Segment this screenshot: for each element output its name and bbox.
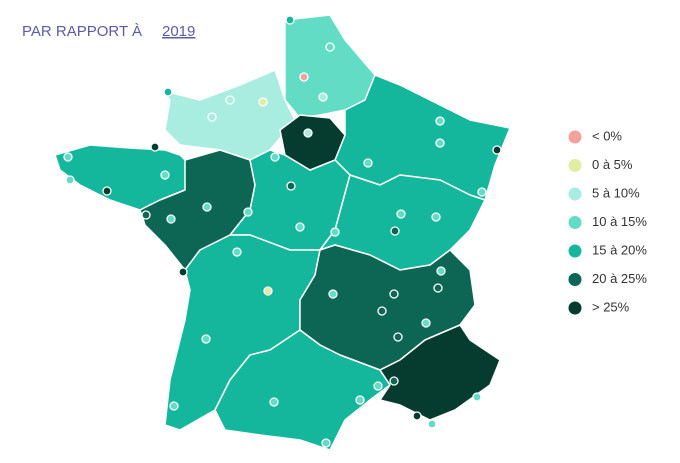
city-dot	[355, 395, 365, 405]
city-dot	[163, 87, 173, 97]
city-dot	[269, 397, 279, 407]
city-dot	[318, 92, 328, 102]
legend-swatch	[568, 273, 582, 286]
city-dot	[202, 202, 212, 212]
legend-swatch	[568, 159, 582, 172]
city-dot	[201, 334, 211, 344]
legend-label: 20 à 25%	[592, 271, 647, 286]
city-dot	[330, 227, 340, 237]
city-dot	[436, 266, 446, 276]
city-dot	[207, 112, 217, 122]
city-dot	[325, 42, 335, 52]
city-dot	[393, 332, 403, 342]
city-dot	[178, 267, 188, 277]
legend-swatch	[568, 301, 582, 315]
city-dot	[431, 212, 441, 222]
title: PAR RAPPORT À	[22, 23, 142, 40]
legend-swatch	[568, 187, 582, 201]
city-dot	[412, 411, 422, 421]
city-dot	[477, 187, 487, 197]
year-link[interactable]: 2019	[162, 23, 195, 40]
city-dot	[321, 438, 331, 448]
legend-label: < 0%	[592, 128, 622, 143]
city-dot	[160, 170, 170, 180]
city-dot	[102, 186, 112, 196]
city-dot	[396, 209, 406, 219]
city-dot	[303, 128, 313, 138]
city-dot	[65, 175, 75, 185]
city-dot	[421, 318, 431, 328]
city-dot	[435, 138, 445, 148]
city-dot	[286, 181, 296, 191]
city-dot	[243, 207, 253, 217]
city-dot	[63, 152, 73, 162]
city-dot	[166, 214, 176, 224]
city-dot	[377, 306, 387, 316]
legend-swatch	[568, 130, 582, 144]
city-dot	[285, 15, 295, 25]
legend-swatch	[568, 216, 582, 229]
region	[279, 114, 346, 171]
city-dot	[472, 392, 482, 402]
city-dots	[63, 15, 502, 448]
city-dot	[363, 158, 373, 168]
regions	[54, 14, 511, 451]
region	[159, 69, 296, 161]
legend: < 0% 0 à 5% 5 à 10% 10 à 15% 15 à 20% 20 à 25…	[568, 128, 647, 315]
legend-label: 5 à 10%	[592, 185, 640, 200]
legend-label: 10 à 15%	[592, 214, 647, 229]
legend-swatch	[568, 244, 582, 258]
city-dot	[328, 289, 338, 299]
city-dot	[295, 222, 305, 232]
city-dot	[258, 97, 268, 107]
city-dot	[270, 152, 280, 162]
city-dot	[389, 376, 399, 386]
city-dot	[433, 283, 443, 293]
city-dot	[150, 142, 160, 152]
city-dot	[263, 286, 273, 296]
legend-label: > 25%	[592, 299, 630, 314]
city-dot	[435, 116, 445, 126]
city-dot	[389, 289, 399, 299]
city-dot	[141, 210, 151, 220]
city-dot	[232, 247, 242, 257]
city-dot	[373, 381, 383, 391]
legend-label: 15 à 20%	[592, 242, 647, 257]
city-dot	[225, 95, 235, 105]
city-dot	[492, 145, 502, 155]
city-dot	[169, 401, 179, 411]
legend-label: 0 à 5%	[592, 157, 633, 172]
city-dot	[390, 226, 400, 236]
city-dot	[427, 419, 437, 429]
city-dot	[299, 72, 309, 82]
